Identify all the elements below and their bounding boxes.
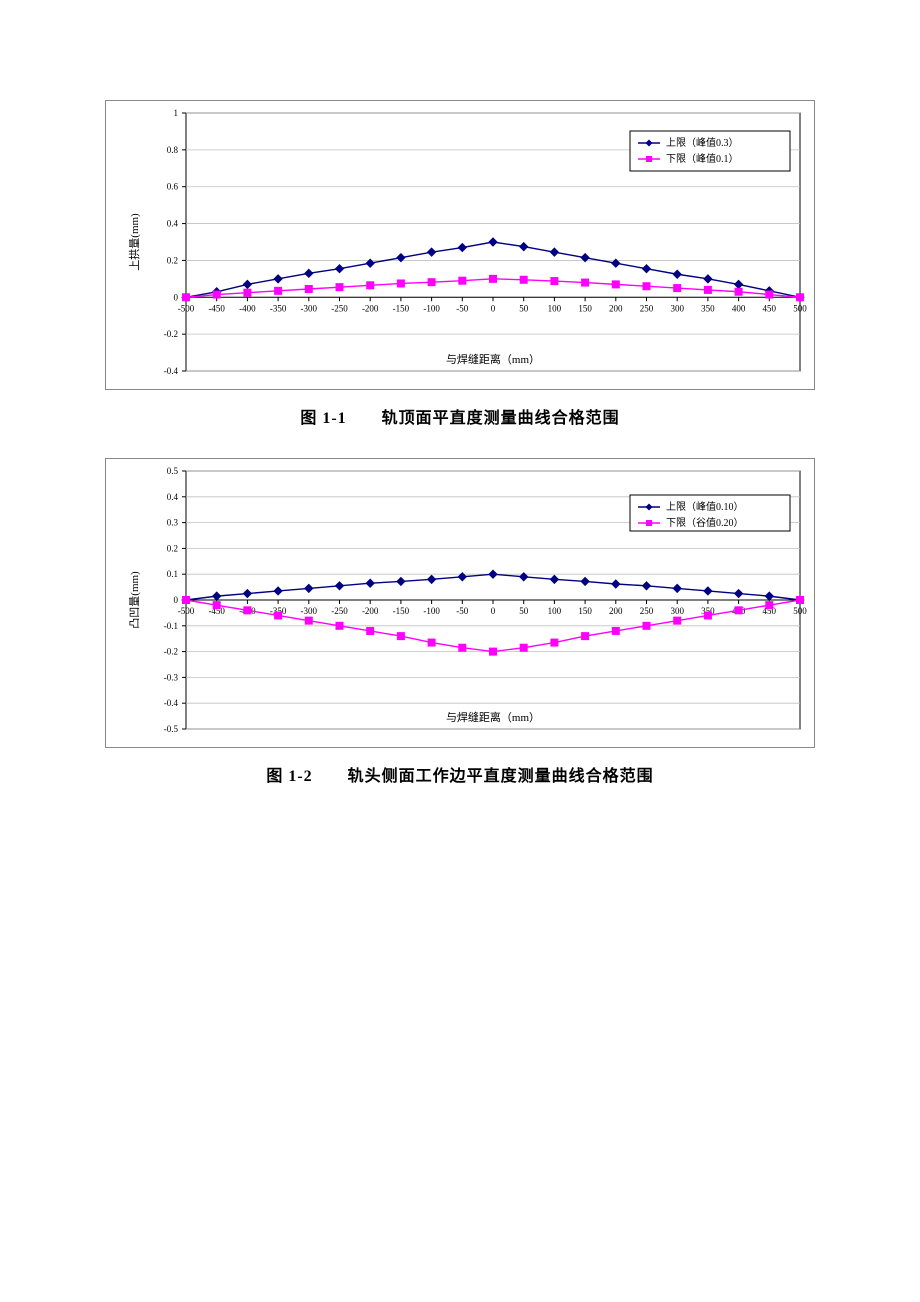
svg-text:-300: -300: [301, 606, 318, 616]
svg-text:上限（峰值0.10）: 上限（峰值0.10）: [666, 500, 744, 513]
svg-text:-250: -250: [331, 606, 348, 616]
chart2-caption-num: 图 1-2: [266, 768, 312, 785]
svg-text:下限（峰值0.1）: 下限（峰值0.1）: [666, 152, 739, 165]
svg-text:0.4: 0.4: [167, 492, 179, 502]
svg-text:0.3: 0.3: [167, 518, 179, 528]
chart2-frame: -0.5-0.4-0.3-0.2-0.100.10.20.30.40.5-500…: [105, 458, 815, 748]
svg-text:0: 0: [491, 303, 496, 313]
page: -0.4-0.200.20.40.60.81-500-450-400-350-3…: [0, 0, 920, 1302]
svg-text:0.1: 0.1: [167, 569, 178, 579]
svg-text:上限（峰值0.3）: 上限（峰值0.3）: [666, 136, 739, 149]
svg-text:-50: -50: [456, 303, 468, 313]
svg-text:凸凹量(mm): 凸凹量(mm): [128, 571, 141, 629]
svg-text:与焊缝距离（mm）: 与焊缝距离（mm）: [446, 352, 540, 366]
chart2-caption: 图 1-2 轨头侧面工作边平直度测量曲线合格范围: [105, 762, 815, 786]
chart2-caption-text: 轨头侧面工作边平直度测量曲线合格范围: [348, 768, 654, 785]
svg-text:0: 0: [174, 595, 179, 605]
svg-text:-350: -350: [270, 303, 287, 313]
svg-text:-150: -150: [393, 606, 410, 616]
chart1-svg: -0.4-0.200.20.40.60.81-500-450-400-350-3…: [106, 101, 816, 391]
chart1-block: -0.4-0.200.20.40.60.81-500-450-400-350-3…: [105, 100, 815, 428]
svg-text:-150: -150: [393, 303, 410, 313]
svg-text:-500: -500: [178, 303, 195, 313]
svg-text:0.5: 0.5: [167, 466, 179, 476]
svg-text:0.2: 0.2: [167, 255, 178, 265]
chart1-caption: 图 1-1 轨顶面平直度测量曲线合格范围: [105, 404, 815, 428]
svg-text:150: 150: [578, 606, 592, 616]
svg-text:100: 100: [548, 303, 562, 313]
chart1-caption-text: 轨顶面平直度测量曲线合格范围: [382, 410, 620, 427]
svg-text:-50: -50: [456, 606, 468, 616]
svg-text:150: 150: [578, 303, 592, 313]
svg-text:-250: -250: [331, 303, 348, 313]
svg-text:350: 350: [701, 303, 715, 313]
svg-text:0.8: 0.8: [167, 145, 179, 155]
svg-text:-450: -450: [208, 303, 225, 313]
svg-text:-0.5: -0.5: [164, 724, 179, 734]
svg-text:300: 300: [670, 303, 684, 313]
svg-text:1: 1: [174, 108, 179, 118]
svg-text:250: 250: [640, 606, 654, 616]
svg-text:-100: -100: [423, 303, 440, 313]
svg-text:-300: -300: [301, 303, 318, 313]
svg-text:-0.1: -0.1: [164, 621, 178, 631]
svg-text:0.6: 0.6: [167, 182, 179, 192]
svg-text:500: 500: [793, 606, 807, 616]
svg-text:0: 0: [174, 292, 179, 302]
svg-text:-200: -200: [362, 606, 379, 616]
svg-text:0.2: 0.2: [167, 543, 178, 553]
svg-text:-0.4: -0.4: [164, 366, 179, 376]
svg-text:-500: -500: [178, 606, 195, 616]
svg-text:-400: -400: [239, 303, 256, 313]
svg-text:-0.4: -0.4: [164, 698, 179, 708]
svg-text:50: 50: [519, 606, 529, 616]
svg-text:200: 200: [609, 606, 623, 616]
svg-text:50: 50: [519, 303, 529, 313]
svg-text:0.4: 0.4: [167, 219, 179, 229]
chart2-block: -0.5-0.4-0.3-0.2-0.100.10.20.30.40.5-500…: [105, 458, 815, 786]
svg-text:400: 400: [732, 303, 746, 313]
svg-text:100: 100: [548, 606, 562, 616]
chart1-caption-num: 图 1-1: [300, 410, 346, 427]
svg-text:-100: -100: [423, 606, 440, 616]
svg-text:与焊缝距离（mm）: 与焊缝距离（mm）: [446, 710, 540, 724]
svg-text:下限（谷值0.20）: 下限（谷值0.20）: [666, 516, 744, 529]
svg-text:300: 300: [670, 606, 684, 616]
chart2-svg: -0.5-0.4-0.3-0.2-0.100.10.20.30.40.5-500…: [106, 459, 816, 749]
svg-text:250: 250: [640, 303, 654, 313]
svg-text:450: 450: [763, 303, 777, 313]
chart1-frame: -0.4-0.200.20.40.60.81-500-450-400-350-3…: [105, 100, 815, 390]
svg-text:-200: -200: [362, 303, 379, 313]
svg-text:500: 500: [793, 303, 807, 313]
svg-text:-0.2: -0.2: [164, 647, 178, 657]
svg-text:200: 200: [609, 303, 623, 313]
svg-text:-0.3: -0.3: [164, 672, 179, 682]
svg-text:-0.2: -0.2: [164, 329, 178, 339]
svg-text:0: 0: [491, 606, 496, 616]
svg-text:上拱量(mm): 上拱量(mm): [127, 213, 141, 271]
